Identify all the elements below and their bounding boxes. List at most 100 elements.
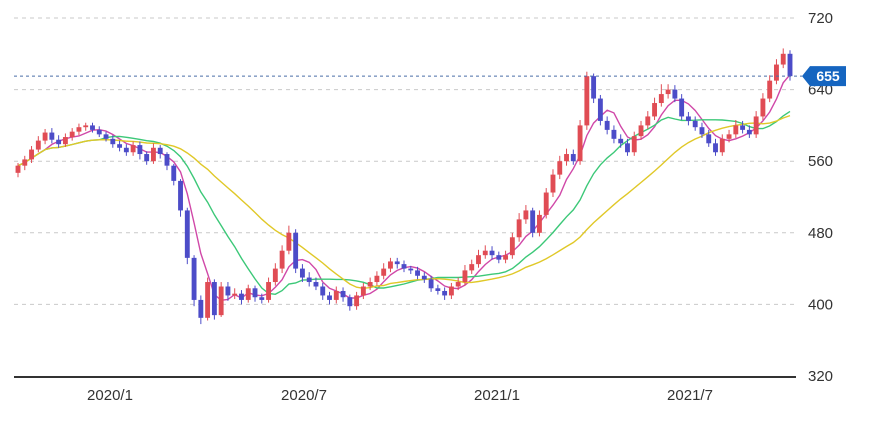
candle — [313, 277, 319, 291]
candle-body — [259, 297, 265, 300]
candle — [631, 131, 637, 156]
candle-body — [503, 255, 509, 260]
candle-body — [327, 295, 332, 300]
candle — [29, 145, 34, 163]
candle-body — [184, 210, 190, 258]
candle-body — [232, 293, 238, 296]
candle — [523, 205, 529, 224]
candle-body — [685, 116, 691, 121]
candle — [123, 144, 129, 156]
candle-body — [252, 288, 258, 298]
candle — [435, 284, 441, 295]
candle-body — [69, 131, 75, 138]
candle — [360, 282, 366, 300]
candle — [367, 277, 373, 291]
candle — [35, 136, 41, 153]
candle-body — [699, 127, 705, 135]
candle — [719, 134, 725, 156]
candle — [462, 265, 468, 286]
candle — [388, 257, 393, 273]
candle — [151, 143, 156, 164]
candle — [537, 210, 542, 237]
candle-body — [652, 103, 657, 117]
candle — [56, 135, 62, 148]
candle — [469, 259, 475, 274]
candle — [476, 249, 481, 268]
candle — [137, 141, 143, 160]
candle — [293, 229, 299, 274]
candle-body — [509, 237, 515, 256]
candle-body — [354, 295, 360, 307]
candle — [374, 271, 380, 286]
ma-mid-line — [17, 110, 791, 296]
candle-body — [286, 232, 292, 251]
candle-body — [787, 53, 793, 77]
candle-body — [760, 98, 766, 117]
candle-body — [239, 293, 244, 300]
y-tick-label: 480 — [808, 225, 833, 242]
candle — [706, 129, 712, 147]
candle — [117, 140, 123, 152]
candle-body — [313, 282, 319, 287]
candle-body — [537, 214, 542, 233]
candle — [442, 287, 448, 300]
candle — [164, 152, 170, 171]
candle — [685, 111, 691, 126]
current-price-marker: 655 — [14, 66, 846, 87]
candle-body — [164, 154, 170, 166]
candle — [333, 286, 339, 304]
x-tick-label: 2020/7 — [281, 387, 327, 404]
candle-body — [435, 288, 441, 291]
candle-body — [631, 136, 637, 153]
x-tick-label: 2021/1 — [474, 387, 520, 404]
candle-body — [408, 268, 414, 271]
candle — [259, 293, 265, 304]
candle-body — [22, 159, 28, 166]
current-price-tag — [802, 66, 846, 87]
candle-body — [740, 125, 746, 130]
candle-body — [618, 138, 624, 144]
candle-body — [388, 261, 393, 269]
candle-body — [320, 286, 326, 296]
candle — [211, 279, 217, 320]
candle-body — [15, 165, 21, 173]
candle-body — [123, 147, 129, 153]
candle-body — [333, 290, 339, 300]
candle — [245, 284, 251, 303]
candle-body — [611, 129, 617, 139]
candle — [320, 282, 326, 300]
candle-body — [557, 161, 563, 175]
candle-body — [306, 277, 312, 283]
candle-body — [679, 98, 685, 117]
candle-body — [455, 282, 461, 287]
candle-body — [577, 125, 583, 162]
candle — [577, 120, 583, 165]
candle-body — [347, 297, 353, 307]
candle — [130, 141, 136, 156]
candle — [225, 282, 231, 301]
candle — [665, 84, 671, 99]
candle — [448, 282, 454, 300]
candle-body — [83, 125, 89, 128]
candle-body — [442, 290, 448, 296]
candle-body — [110, 138, 116, 145]
candle-body — [157, 147, 163, 155]
candle-body — [245, 288, 251, 300]
candle-body — [448, 286, 454, 296]
candle — [76, 123, 82, 136]
candle — [699, 122, 705, 138]
candle-body — [62, 137, 68, 145]
candle-body — [90, 125, 95, 130]
candle-body — [42, 132, 48, 141]
candle-body — [482, 250, 488, 256]
candle-body — [218, 286, 224, 316]
candle — [604, 116, 610, 135]
candle-body — [665, 89, 671, 95]
candle — [415, 266, 420, 280]
candle-body — [381, 268, 387, 276]
candle — [570, 149, 576, 165]
candle-body — [374, 275, 380, 283]
candle — [564, 148, 569, 166]
